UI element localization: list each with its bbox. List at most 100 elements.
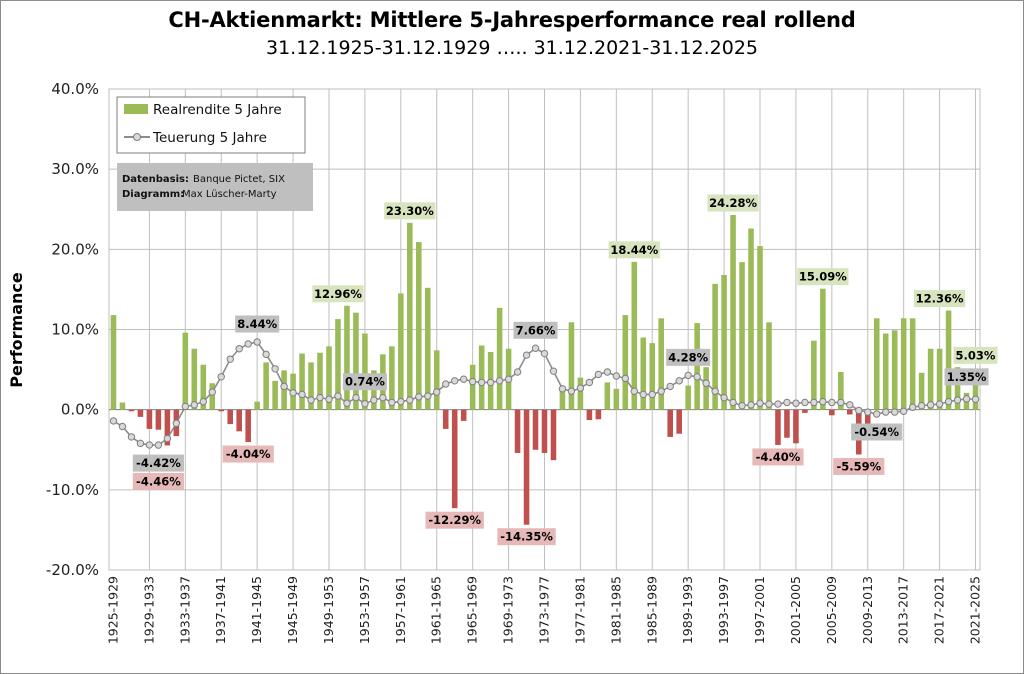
data-label-text: 1.35%: [947, 370, 987, 384]
bar: [595, 409, 602, 420]
inflation-point: [343, 399, 351, 407]
y-tick-label: -20.0%: [46, 561, 99, 579]
bar: [847, 409, 853, 415]
inflation-point: [837, 398, 845, 407]
inflation-point: [810, 398, 818, 407]
bar: [353, 312, 359, 410]
inflation-point: [235, 345, 243, 353]
data-label-bg: [608, 241, 660, 259]
line-series: [109, 338, 980, 449]
inflation-point: [289, 389, 297, 397]
inflation-point: [944, 397, 953, 406]
inflation-point: [262, 350, 270, 359]
bar: [128, 409, 135, 412]
bar: [640, 337, 647, 410]
data-label-text: -14.35%: [500, 530, 553, 544]
data-label-bg: [425, 511, 484, 529]
data-label-bg: [132, 454, 184, 472]
bar: [577, 377, 584, 410]
x-tick-label: 2017-2021: [932, 576, 947, 644]
data-label-bg: [666, 348, 711, 366]
bar: [730, 215, 736, 410]
inflation-point: [549, 367, 558, 375]
legend-marker-swatch: [133, 133, 141, 141]
inflation-point: [127, 433, 136, 441]
inflation-point: [603, 368, 612, 376]
bar: [146, 409, 153, 429]
inflation-data-label: 4.28%: [666, 348, 711, 366]
inflation-point: [890, 408, 899, 416]
legend-label-inflation: Teuerung 5 Jahre: [152, 130, 267, 146]
data-label-bg: [513, 321, 558, 339]
inflation-point: [765, 400, 773, 408]
inflation-point: [190, 401, 199, 409]
inflation-point: [935, 400, 944, 408]
inflation-point: [675, 377, 683, 385]
inflation-point: [307, 396, 315, 404]
inflation-point: [145, 441, 154, 449]
bar: [757, 246, 763, 410]
inflation-point: [774, 400, 782, 408]
bar: [398, 293, 404, 410]
data-label-text: 0.74%: [345, 375, 385, 389]
x-tick-label: 1949-1953: [321, 576, 336, 644]
inflation-point: [648, 390, 656, 399]
bar: [936, 348, 943, 410]
inflation-point: [459, 375, 468, 383]
inflation-point: [684, 371, 692, 380]
source-key-data: Datenbasis:: [122, 174, 189, 185]
data-label-text: -4.04%: [226, 447, 271, 461]
bar: [263, 362, 269, 410]
inflation-point: [486, 378, 495, 387]
inflation-point: [504, 375, 513, 383]
bar: [667, 409, 673, 437]
bar: [137, 409, 144, 417]
x-tick-label: 2005-2009: [824, 576, 839, 644]
bar: [972, 369, 979, 410]
return-data-label: -4.40%: [752, 448, 804, 466]
inflation-point: [693, 373, 701, 381]
chart-subtitle: 31.12.1925-31.12.1929 ….. 31.12.2021-31.…: [265, 37, 758, 59]
inflation-point: [971, 395, 980, 403]
x-tick-label: 1969-1973: [501, 576, 516, 644]
inflation-point: [271, 365, 279, 373]
bar: [622, 315, 629, 410]
inflation-point: [181, 402, 190, 411]
inflation-point: [424, 392, 432, 400]
bar: [218, 409, 225, 412]
inflation-point: [415, 393, 423, 401]
inflation-point: [783, 398, 791, 407]
y-tick-label: 30.0%: [51, 160, 99, 178]
bar: [568, 322, 575, 410]
bar: [227, 409, 234, 425]
bar: [442, 409, 449, 429]
inflation-point: [118, 422, 127, 431]
bar: [209, 383, 216, 410]
bar: [119, 402, 126, 410]
x-tick-label: 1925-1929: [105, 576, 120, 644]
inflation-point: [513, 368, 522, 376]
bar: [424, 287, 431, 410]
bar: [559, 386, 566, 410]
inflation-data-label: -0.54%: [851, 423, 903, 441]
bar: [775, 409, 781, 445]
inflation-point: [540, 349, 549, 358]
data-label-bg: [497, 528, 556, 546]
y-tick-label: -10.0%: [46, 481, 99, 499]
inflation-point: [442, 380, 450, 388]
inflation-point: [531, 344, 540, 352]
source-val-diagram: Max Lüscher-Marty: [182, 189, 277, 200]
bar: [433, 350, 440, 410]
data-label-text: -0.54%: [854, 425, 899, 439]
bar: [550, 409, 557, 461]
bar: [586, 409, 593, 421]
data-label-text: -5.59%: [836, 459, 881, 473]
inflation-point: [882, 408, 890, 416]
bar: [613, 388, 620, 410]
x-tick-label: 1993-1997: [716, 576, 731, 644]
data-label-bg: [797, 268, 849, 286]
inflation-point: [899, 407, 908, 415]
inflation-point: [397, 397, 405, 406]
data-label-text: 15.09%: [799, 270, 847, 284]
inflation-point: [953, 396, 962, 404]
